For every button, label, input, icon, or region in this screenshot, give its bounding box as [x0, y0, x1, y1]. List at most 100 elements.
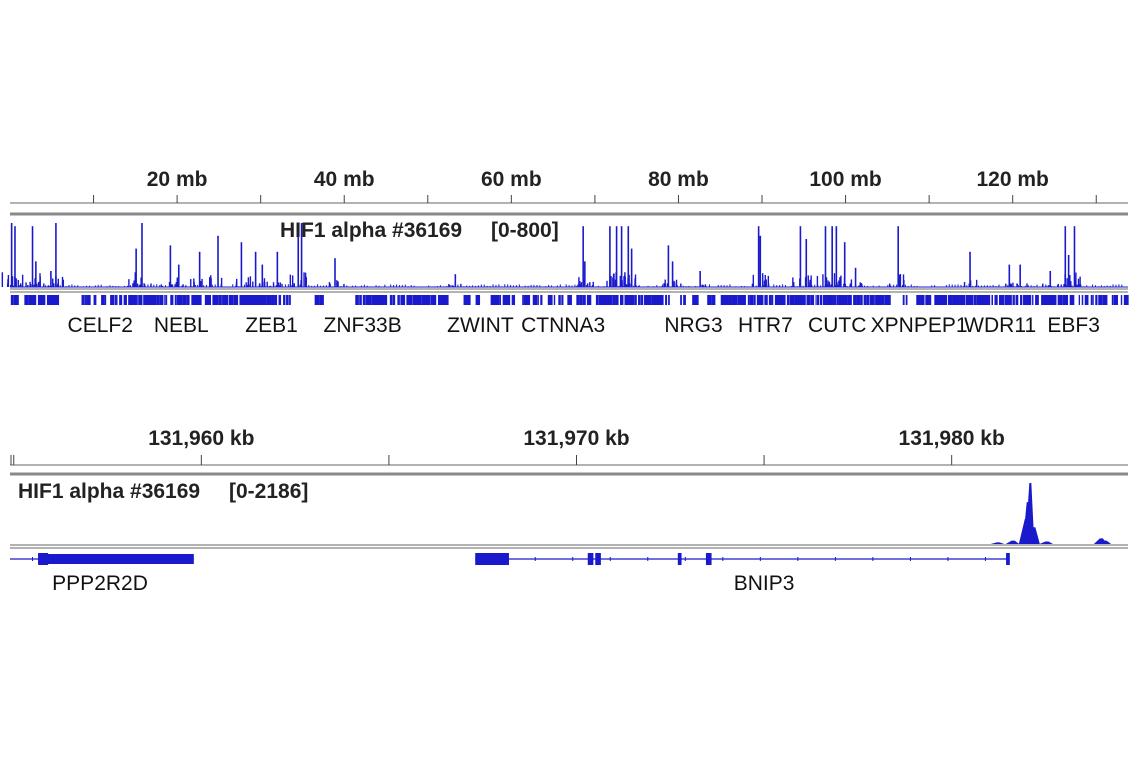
gene-exon: [595, 553, 601, 565]
signal-bar: [792, 277, 794, 287]
signal-bar: [258, 283, 261, 287]
signal-peak: [177, 264, 180, 287]
gene-feature: [582, 295, 585, 305]
gene-feature: [902, 295, 905, 305]
signal-bar: [363, 284, 365, 287]
signal-bar: [495, 284, 497, 287]
gene-feature: [368, 295, 372, 305]
signal-peak: [843, 242, 846, 287]
gene-feature: [365, 295, 368, 305]
gene-feature: [850, 295, 852, 305]
top-gene-track: [10, 295, 1129, 305]
signal-bar: [451, 284, 453, 287]
signal-bar: [132, 285, 134, 287]
gene-feature: [370, 295, 372, 305]
signal-bar: [463, 286, 465, 287]
signal-bar: [574, 284, 576, 287]
signal-bar: [746, 286, 748, 287]
gene-feature: [1084, 295, 1088, 305]
signal-bar: [1010, 283, 1013, 287]
gene-feature: [415, 295, 418, 305]
gene-feature: [732, 295, 735, 305]
signal-bar: [235, 282, 238, 287]
gene-feature: [266, 295, 269, 305]
gene-feature: [25, 295, 29, 305]
top-track-range: [0-800]: [491, 219, 559, 242]
signal-bar: [975, 285, 977, 287]
gene-label: NEBL: [154, 314, 209, 337]
gene-feature: [1090, 295, 1093, 305]
signal-peak: [334, 258, 336, 287]
gene-feature: [782, 295, 786, 305]
gene-feature: [1001, 295, 1005, 305]
gene-feature: [553, 295, 556, 305]
signal-bar: [822, 274, 824, 287]
signal-bar: [577, 284, 579, 287]
signal-bar: [15, 278, 17, 287]
signal-peak: [757, 226, 760, 287]
gene-feature: [865, 295, 867, 305]
signal-bar: [1065, 285, 1067, 287]
gene-feature: [809, 295, 811, 305]
signal-bar: [328, 282, 331, 287]
gene-feature: [800, 295, 804, 305]
signal-bar: [336, 280, 338, 287]
signal-bar: [1103, 286, 1105, 287]
signal-bar: [978, 285, 980, 287]
signal-bar: [1045, 284, 1047, 287]
signal-bar: [322, 285, 324, 287]
gene-feature: [355, 295, 359, 305]
signal-bar: [337, 284, 339, 287]
signal-bar: [635, 285, 637, 287]
signal-bar: [436, 285, 438, 287]
signal-peak: [50, 271, 52, 287]
signal-bar: [524, 285, 526, 287]
gene-feature: [630, 295, 634, 305]
gene-feature: [401, 295, 405, 305]
gene-feature: [749, 295, 752, 305]
signal-bar: [337, 281, 339, 287]
signal-bar: [592, 281, 594, 287]
signal-bar: [846, 285, 848, 287]
signal-bar: [369, 286, 371, 287]
gene-feature: [380, 295, 385, 305]
gene-feature: [1072, 295, 1075, 305]
gene-feature: [10, 295, 14, 305]
signal-bar: [317, 284, 319, 287]
signal-bar: [272, 282, 275, 287]
gene-feature: [174, 295, 177, 305]
signal-bar: [53, 283, 55, 287]
gene-feature: [159, 295, 162, 305]
signal-bar: [1, 272, 4, 287]
signal-bar: [763, 280, 766, 287]
signal-bar: [1020, 286, 1023, 287]
signal-peak: [897, 226, 899, 287]
bottom-signal-track: [990, 483, 1112, 544]
signal-bar: [1056, 285, 1058, 287]
signal-bar: [287, 284, 289, 287]
signal-bar: [118, 286, 120, 287]
signal-bar: [571, 285, 573, 287]
signal-bar: [245, 282, 247, 287]
gene-feature: [525, 295, 528, 305]
signal-bar: [954, 284, 956, 287]
signal-peak: [31, 226, 34, 287]
gene-feature: [1104, 295, 1108, 305]
signal-peak: [584, 261, 586, 287]
signal-bar: [480, 284, 482, 287]
signal-bar: [132, 283, 134, 287]
gene-feature: [54, 295, 57, 305]
signal-bar: [43, 283, 45, 287]
signal-bar: [810, 275, 812, 287]
gene-feature: [1062, 295, 1065, 305]
gene-feature: [1069, 295, 1072, 305]
signal-bar: [861, 283, 863, 287]
signal-bar: [39, 273, 41, 287]
gene-feature: [853, 295, 857, 305]
signal-bar: [536, 285, 538, 287]
gene-label: NRG3: [664, 314, 722, 337]
gene-feature: [1032, 295, 1034, 305]
signal-bar: [682, 285, 684, 287]
gene-feature: [798, 295, 802, 305]
signal-bar: [838, 280, 840, 287]
